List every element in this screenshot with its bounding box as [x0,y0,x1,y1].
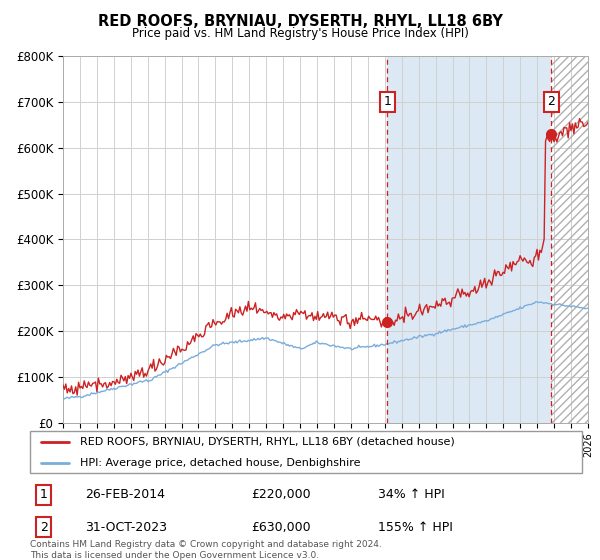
Bar [551,56,596,423]
Text: Price paid vs. HM Land Registry's House Price Index (HPI): Price paid vs. HM Land Registry's House … [131,27,469,40]
Text: HPI: Average price, detached house, Denbighshire: HPI: Average price, detached house, Denb… [80,458,360,468]
Bar [551,56,596,423]
Text: 31-OCT-2023: 31-OCT-2023 [85,521,167,534]
Text: 2: 2 [547,95,555,108]
Text: £630,000: £630,000 [251,521,310,534]
Text: 155% ↑ HPI: 155% ↑ HPI [378,521,452,534]
Text: Contains HM Land Registry data © Crown copyright and database right 2024.
This d: Contains HM Land Registry data © Crown c… [30,540,382,559]
Text: 1: 1 [40,488,48,501]
FancyBboxPatch shape [30,431,582,473]
Text: RED ROOFS, BRYNIAU, DYSERTH, RHYL, LL18 6BY: RED ROOFS, BRYNIAU, DYSERTH, RHYL, LL18 … [98,14,502,29]
Text: 26-FEB-2014: 26-FEB-2014 [85,488,165,501]
Bar [388,56,551,423]
Bar [63,56,388,423]
Text: 1: 1 [383,95,391,108]
Text: 34% ↑ HPI: 34% ↑ HPI [378,488,445,501]
Text: RED ROOFS, BRYNIAU, DYSERTH, RHYL, LL18 6BY (detached house): RED ROOFS, BRYNIAU, DYSERTH, RHYL, LL18 … [80,437,454,447]
Text: 2: 2 [40,521,48,534]
Text: £220,000: £220,000 [251,488,310,501]
